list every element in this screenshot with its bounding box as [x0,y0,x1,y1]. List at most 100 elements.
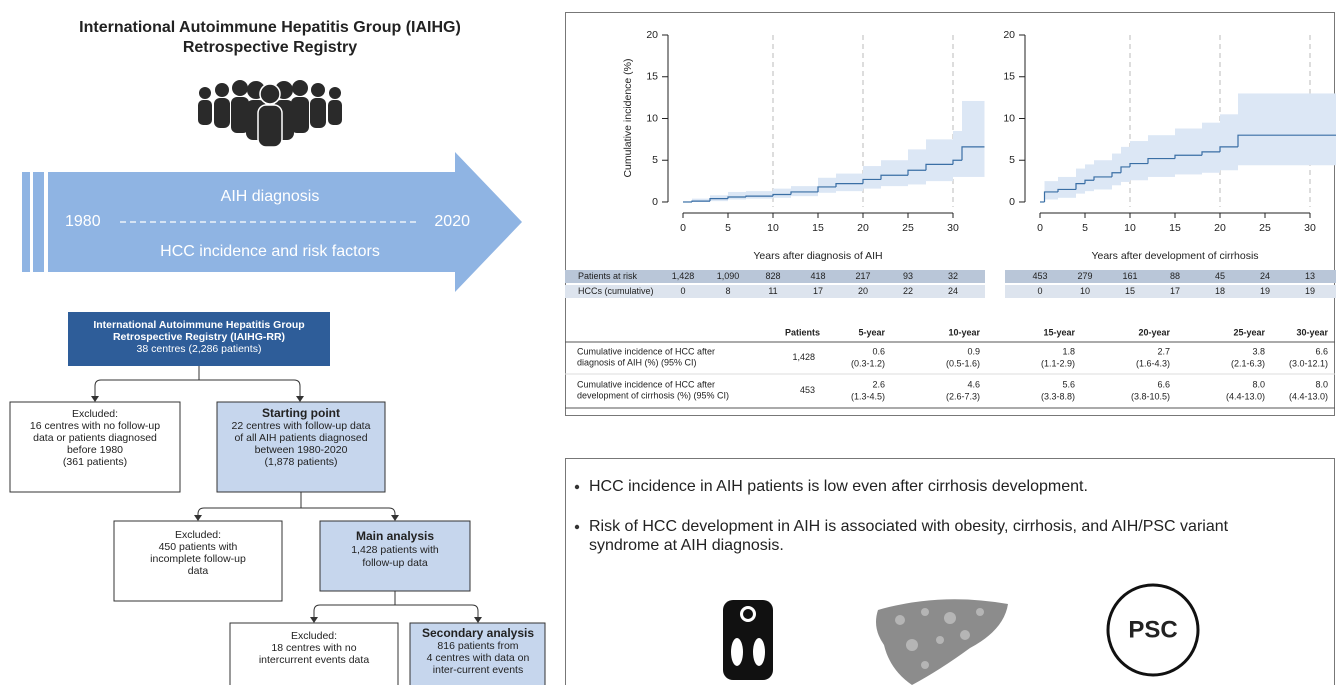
step-line [1129,162,1148,167]
title: International Autoimmune Hepatitis Group… [79,19,461,36]
risk-value: 32 [948,271,958,281]
arrow-bar [33,172,44,272]
risk-value: 1,090 [717,271,740,281]
flow-text: 16 centres with no follow-up [30,420,160,432]
ci-band [1121,146,1130,182]
findings-panel [565,458,1335,685]
flow-text: 450 patients with [159,541,238,553]
step-line [925,163,953,171]
table-cell: (3.0-12.1) [1289,358,1328,368]
flow-text: between 1980-2020 [255,444,348,456]
y-tick-label: 5 [1009,154,1015,166]
risk-row [565,270,985,283]
risk-value: 24 [1260,271,1270,281]
table-cell: (1.3-4.5) [851,391,885,401]
y-tick-label: 0 [652,196,658,208]
ci-band [1175,128,1202,175]
ci-band [746,191,773,199]
ci-band [1094,160,1112,190]
x-tick-label: 30 [1304,222,1316,234]
flow-text: (1,878 patients) [265,456,338,468]
flow-text: 4 centres with data on [427,652,530,664]
risk-value: 1,428 [672,271,695,281]
table-cell: 8.0 [1315,379,1328,389]
step-line [1120,166,1130,173]
risk-value: 161 [1122,271,1137,281]
step-line [961,146,985,161]
ci-band [881,160,908,187]
row-label: Cumulative incidence of HCC after [577,346,715,356]
flow-text: data or patients diagnosed [33,432,157,444]
risk-row [1005,270,1336,283]
ci-band [1148,135,1175,177]
step-line [790,191,818,195]
flow-text: 1,428 patients with [351,544,439,556]
step-line [817,186,836,192]
psc-icon [1106,583,1200,677]
ci-band [1220,114,1238,171]
risk-value: 19 [1305,286,1315,296]
step-line [952,159,962,165]
flow-text: 22 centres with follow-up data [232,420,371,432]
risk-value: 17 [1170,286,1180,296]
step-line [1147,157,1175,164]
arrowheads [91,396,482,623]
table-cell: 5.6 [1062,379,1075,389]
table-header: 20-year [1138,327,1170,337]
risk-value: 93 [903,271,913,281]
table-cell: (2.6-7.3) [946,391,980,401]
flow-text: incomplete follow-up [150,553,246,565]
flow-text: 18 centres with no [271,642,356,654]
ci-band [953,131,962,177]
y-tick-label: 10 [1003,112,1015,124]
ci-band [1044,181,1058,200]
y-tick-label: 20 [646,29,658,41]
step-line [1043,191,1058,202]
title: Retrospective Registry [183,39,357,56]
y-tick-label: 5 [652,154,658,166]
flow-text: Main analysis [356,529,434,543]
y-axis-label: Cumulative incidence (%) [622,58,634,177]
ci-band [962,100,985,177]
x-tick-label: 10 [767,222,779,234]
table-header: 15-year [1043,327,1075,337]
risk-value: 88 [1170,271,1180,281]
x-tick-label: 15 [1169,222,1181,234]
ci-band [1076,168,1085,194]
table-header: Patients [785,327,820,337]
step-line [1219,146,1238,152]
table-cell: 0.6 [872,346,885,356]
x-axis-label: Years after diagnosis of AIH [753,250,882,262]
risk-value: 217 [855,271,870,281]
flow-text: 816 patients from [437,640,518,652]
table-cell: (4.4-13.0) [1289,391,1328,401]
risk-value: 8 [725,286,730,296]
table-cell: 6.6 [1157,379,1170,389]
step-line [772,193,791,197]
table-header: 25-year [1233,327,1265,337]
step-line [862,178,881,184]
table-cell: (4.4-13.0) [1226,391,1265,401]
x-tick-label: 10 [1124,222,1136,234]
ci-band [863,166,881,189]
step-line [907,169,926,176]
risk-value: 22 [903,286,913,296]
excluded-box [113,520,283,602]
y-tick-label: 20 [1003,29,1015,41]
flow-text: of all AIH patients diagnosed [234,432,367,444]
row-label: development of cirrhosis (%) (95% CI) [577,390,729,400]
step-line [1075,183,1085,190]
risk-value: 418 [810,271,825,281]
ci-band [1202,122,1220,173]
table-header: 5-year [858,327,885,337]
flow-text: Retrospective Registry (IAIHG-RR) [113,331,285,343]
ci-band [1112,153,1121,186]
step-line [1057,188,1076,192]
flow-text: before 1980 [67,444,123,456]
x-tick-label: 0 [1037,222,1043,234]
step-line [835,183,863,187]
ci-band [818,177,836,193]
x-tick-label: 30 [947,222,959,234]
flow-text: data [188,565,209,577]
